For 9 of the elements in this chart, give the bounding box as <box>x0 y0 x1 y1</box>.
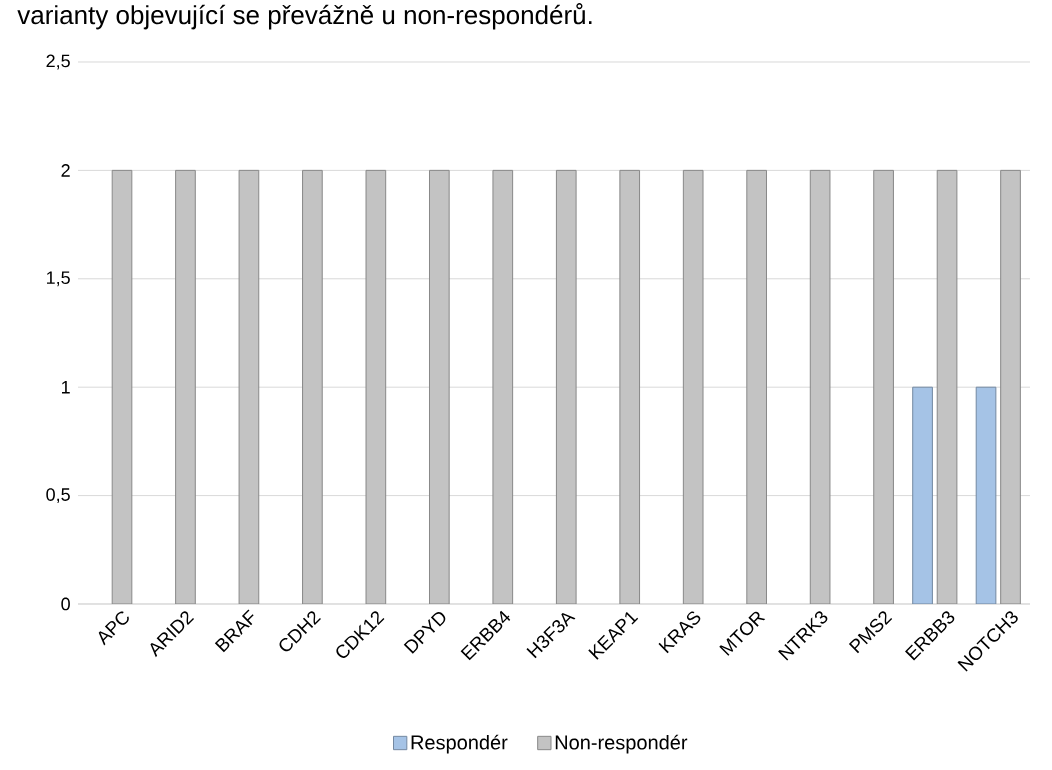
legend-label: Non-respondér <box>555 734 688 754</box>
y-tick-label: 2 <box>61 164 70 177</box>
y-tick-label: 0 <box>61 597 70 611</box>
y-tick-label: 0,5 <box>46 488 70 504</box>
y-tick-label: 1 <box>62 381 70 394</box>
chart-title: varianty objevující se převážně u non-respondérů. <box>17 3 592 30</box>
y-tick-label: 2,5 <box>46 54 70 70</box>
y-tick-label: 1,5 <box>46 271 70 287</box>
legend-label: Respondér <box>411 734 508 754</box>
